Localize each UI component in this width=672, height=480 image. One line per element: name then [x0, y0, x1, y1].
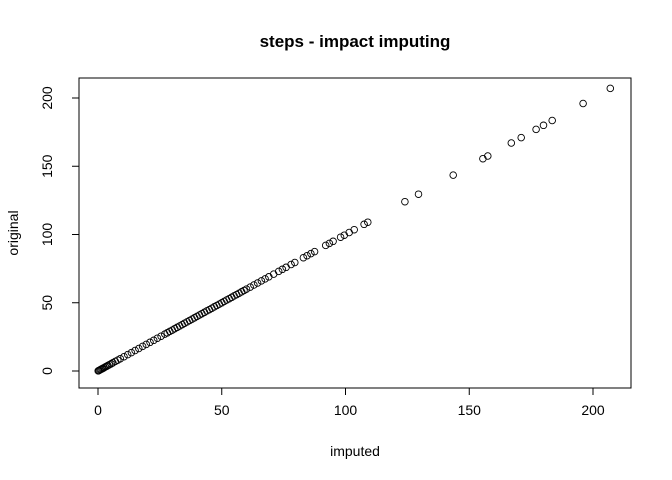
data-point — [329, 237, 337, 246]
data-point — [138, 342, 147, 351]
data-point — [307, 249, 315, 258]
y-axis: 0 50 100 150 200 — [39, 86, 80, 375]
data-point — [142, 340, 151, 349]
y-tick-label: 50 — [39, 295, 55, 311]
data-point — [120, 352, 128, 361]
data-point — [274, 267, 283, 276]
data-point — [449, 171, 457, 179]
data-point — [310, 247, 319, 256]
data-point — [157, 332, 165, 340]
data-point — [579, 99, 587, 108]
data-point — [299, 253, 308, 262]
data-point — [291, 258, 299, 267]
data-point — [127, 348, 136, 357]
data-point — [107, 360, 115, 368]
y-tick-label: 150 — [39, 154, 55, 178]
data-point — [287, 260, 295, 269]
data-point — [401, 197, 409, 206]
data-point — [253, 279, 262, 287]
data-point — [303, 251, 311, 260]
data-point — [149, 336, 158, 345]
data-point — [257, 277, 266, 285]
data-point — [325, 239, 334, 248]
data-point — [321, 241, 330, 250]
data-point — [548, 116, 556, 125]
data-point — [116, 354, 125, 363]
data-point — [146, 338, 154, 347]
data-point — [135, 344, 143, 353]
data-point — [414, 190, 423, 198]
y-axis-label: original — [5, 210, 21, 255]
data-point — [517, 133, 525, 142]
x-tick-label: 0 — [94, 402, 102, 418]
data-point — [246, 283, 254, 291]
x-axis: 0 50 100 150 200 — [94, 387, 605, 418]
y-tick-label: 0 — [39, 367, 55, 375]
data-points — [94, 84, 615, 375]
data-point — [350, 225, 358, 234]
data-point — [278, 265, 287, 274]
data-point — [153, 334, 162, 342]
data-point — [507, 139, 516, 147]
x-tick-label: 100 — [334, 402, 358, 418]
data-point — [250, 281, 258, 289]
x-tick-label: 50 — [214, 402, 230, 418]
data-point — [123, 350, 132, 359]
data-point — [532, 125, 540, 134]
data-point — [364, 218, 372, 226]
data-point — [539, 121, 548, 130]
data-point — [242, 285, 251, 293]
y-tick-label: 100 — [39, 223, 55, 247]
data-point — [336, 233, 345, 241]
x-axis-label: imputed — [330, 443, 380, 459]
x-tick-label: 200 — [581, 402, 605, 418]
y-tick-label: 200 — [39, 86, 55, 110]
data-point — [261, 275, 269, 283]
chart-title: steps - impact imputing — [260, 32, 451, 51]
data-point — [484, 152, 492, 160]
data-point — [360, 220, 368, 229]
x-tick-label: 150 — [458, 402, 482, 418]
data-point — [606, 84, 615, 93]
data-point — [131, 346, 139, 355]
